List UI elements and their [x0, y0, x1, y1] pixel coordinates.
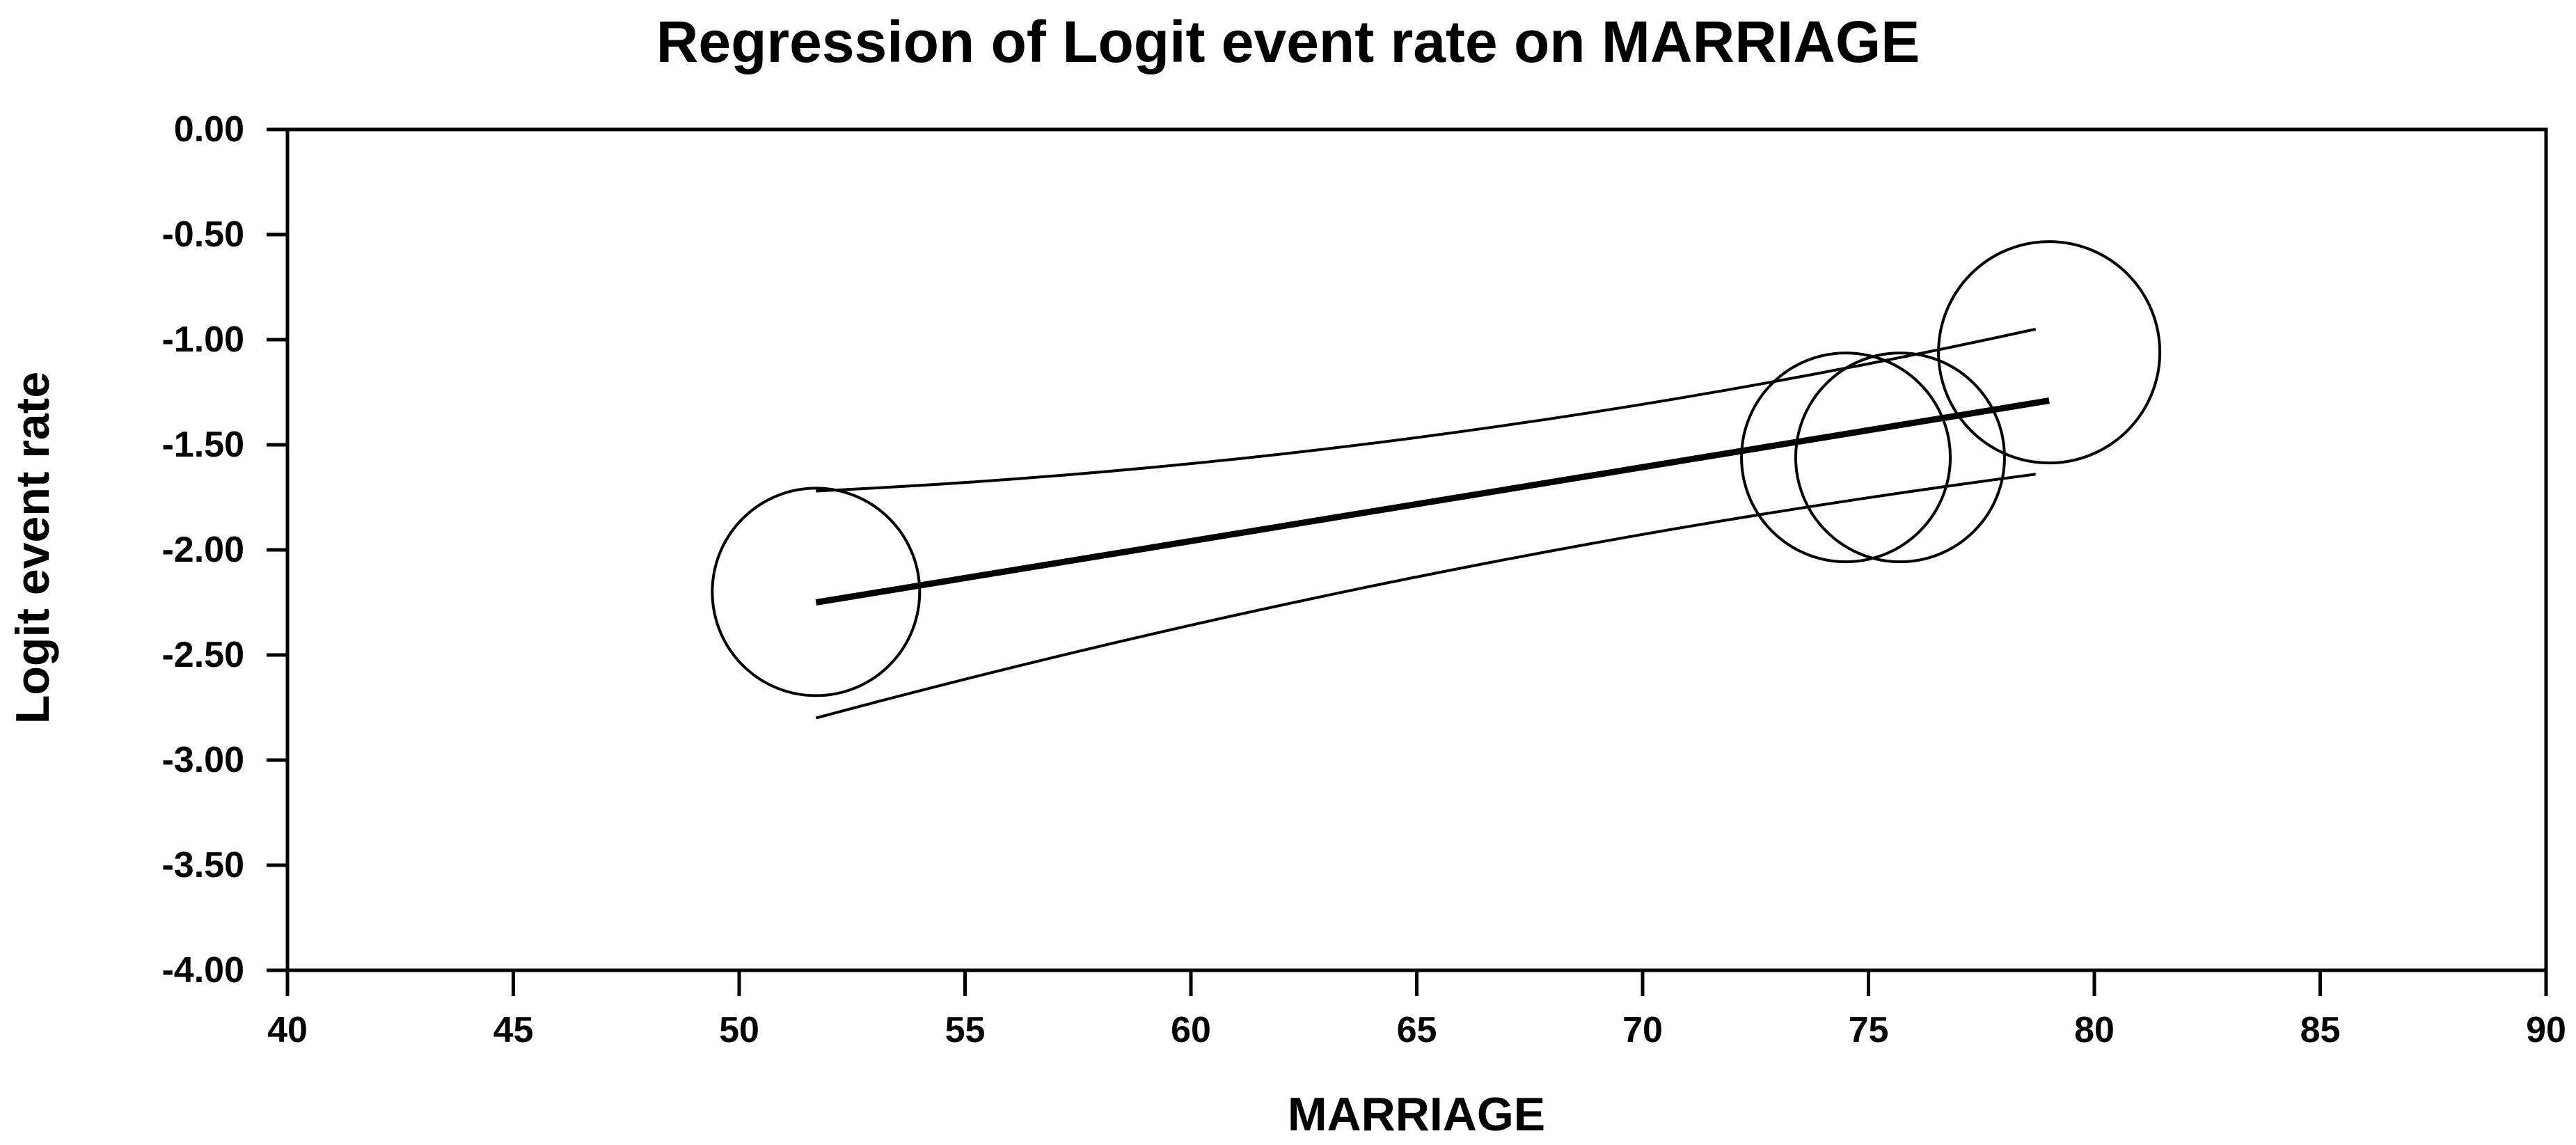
x-tick-label: 55	[945, 1010, 986, 1050]
y-tick-label: -1.00	[161, 319, 244, 360]
regression-line	[815, 397, 2050, 606]
study-bubble	[1794, 352, 2006, 564]
x-tick-label: 40	[267, 1010, 308, 1050]
ci-upper-curve	[816, 327, 2037, 493]
x-tick-label: 60	[1171, 1010, 1211, 1050]
x-tick-label: 45	[493, 1010, 534, 1050]
y-tick-label: -1.50	[161, 425, 244, 465]
y-tick-label: -3.00	[161, 740, 244, 780]
y-tick-label: 0.00	[174, 109, 244, 150]
y-tick-label: -3.50	[161, 845, 244, 885]
study-bubble	[1740, 352, 1952, 564]
x-tick-label: 90	[2526, 1010, 2566, 1050]
study-bubble	[1937, 240, 2162, 465]
plot-frame	[285, 127, 2548, 972]
x-axis-title: MARRIAGE	[1287, 1088, 1546, 1141]
y-tick-label: -2.50	[161, 635, 244, 675]
x-tick-label: 65	[1397, 1010, 1437, 1050]
x-tick-label: 70	[1622, 1010, 1663, 1050]
y-tick-label: -4.00	[161, 950, 244, 990]
chart-title: Regression of Logit event rate on MARRIA…	[656, 9, 1920, 74]
y-tick-label: -0.50	[161, 214, 244, 255]
x-tick-label: 80	[2074, 1010, 2115, 1050]
x-tick-label: 85	[2300, 1010, 2341, 1050]
x-tick-label: 50	[719, 1010, 759, 1050]
x-tick-label: 75	[1849, 1010, 1889, 1050]
y-tick-label: -2.00	[161, 530, 244, 570]
ci-lower-curve	[815, 473, 2036, 720]
study-bubble	[711, 487, 922, 697]
